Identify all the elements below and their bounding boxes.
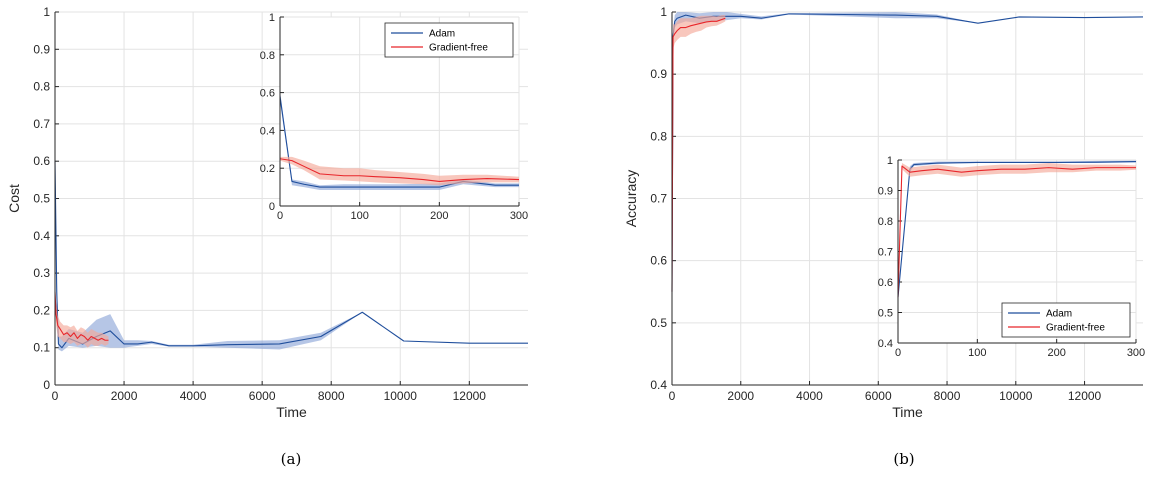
main-x-tick-label: 8000 — [318, 389, 345, 403]
y-axis-label: Accuracy — [623, 170, 639, 228]
legend-box — [1001, 302, 1131, 338]
series-gradient-freeline — [671, 17, 726, 292]
main-x-tick-label: 0 — [669, 389, 676, 403]
main-x-tick-label: 4000 — [796, 389, 823, 403]
inset-y-tick-label: 0 — [269, 201, 275, 213]
subfigure-caption: (b) — [893, 450, 914, 468]
main-y-tick-label: 0.6 — [33, 154, 50, 168]
inset-series-gradient-freeline — [897, 165, 1136, 298]
inset-x-tick-label: 200 — [1047, 347, 1065, 359]
x-axis-label: Time — [892, 404, 923, 420]
inset-y-tick-label: 1 — [269, 12, 275, 24]
legend-box — [384, 22, 514, 58]
inset-chart: 0 100 200 300 0 0.2 0.4 0.6 0.8 1 Adam Gradient-fre… — [260, 12, 528, 222]
inset-series-gradient-freeline — [279, 158, 520, 182]
inset-x-tick-label: 0 — [895, 347, 901, 359]
main-x-tick-label: 2000 — [111, 389, 138, 403]
main-x-tick-label: 12000 — [1068, 389, 1102, 403]
inset-y-tick-label: 0.6 — [260, 88, 275, 100]
x-axis-label: Time — [276, 404, 307, 420]
inset-x-tick-label: 0 — [277, 210, 283, 222]
inset-y-tick-label: 0.4 — [878, 338, 893, 350]
main-x-tick-label: 8000 — [934, 389, 961, 403]
inset-x-tick-label: 200 — [430, 210, 448, 222]
series-adamline — [671, 13, 1144, 292]
main-x-tick-label: 10000 — [999, 389, 1033, 403]
main-y-tick-label: 0.8 — [33, 80, 50, 94]
main-y-tick-label: 1 — [660, 5, 667, 19]
main-y-tick-label: 0.5 — [650, 316, 667, 330]
series-adamline — [54, 161, 528, 349]
series-adamband — [55, 142, 528, 352]
main-x-tick-label: 6000 — [249, 389, 276, 403]
main-y-tick-label: 0.6 — [650, 254, 667, 268]
main-y-tick-label: 0.9 — [650, 67, 667, 81]
series-gradient-freeline — [54, 291, 109, 341]
main-y-tick-label: 0.9 — [33, 42, 50, 56]
chart-a: 0 2000 4000 6000 8000 10000 1200000.10.20.30.4… — [6, 5, 528, 468]
main-y-tick-label: 0.1 — [33, 341, 50, 355]
legend-label-adam: Adam — [1046, 309, 1072, 320]
main-y-tick-label: 0.8 — [650, 129, 667, 143]
main-y-tick-label: 0.5 — [33, 192, 50, 206]
inset-y-tick-label: 0.6 — [878, 277, 893, 289]
main-x-tick-label: 10000 — [384, 389, 418, 403]
inset-series-gradient-freeband — [280, 156, 519, 186]
main-x-tick-label: 6000 — [865, 389, 892, 403]
inset-y-tick-label: 0.5 — [878, 308, 893, 320]
inset-y-tick-label: 0.7 — [878, 247, 893, 259]
inset-y-tick-label: 1 — [887, 155, 893, 167]
legend: Adam Gradient-free — [384, 22, 514, 58]
series-gradient-freeband — [55, 284, 109, 348]
main-y-tick-label: 0 — [43, 378, 50, 392]
subfigure-caption: (a) — [281, 450, 302, 468]
inset-y-tick-label: 0.2 — [260, 163, 275, 175]
main-y-tick-label: 0.3 — [33, 266, 50, 280]
main-x-tick-label: 2000 — [727, 389, 754, 403]
inset-chart: 0 100 200 300 0.4 0.5 0.6 0.7 0.8 0.9 1 Adam Gradien… — [878, 155, 1145, 359]
main-y-tick-label: 0.4 — [33, 229, 50, 243]
inset-x-tick-label: 300 — [1127, 347, 1145, 359]
legend-label-adam: Adam — [429, 29, 455, 40]
inset-y-tick-label: 0.9 — [878, 186, 893, 198]
main-y-tick-label: 0.2 — [33, 303, 50, 317]
inset-x-tick-label: 300 — [510, 210, 528, 222]
main-x-tick-label: 4000 — [180, 389, 207, 403]
inset-y-tick-label: 0.8 — [260, 50, 275, 62]
legend-label-gradient-free: Gradient-free — [429, 43, 488, 54]
y-axis-label: Cost — [6, 184, 22, 213]
inset-x-tick-label: 100 — [350, 210, 368, 222]
main-x-tick-label: 0 — [52, 389, 59, 403]
legend-label-gradient-free: Gradient-free — [1046, 323, 1105, 334]
main-y-tick-label: 1 — [43, 5, 50, 19]
chart-b: 0 2000 4000 6000 8000 10000 120000.40.50.60.70… — [623, 5, 1145, 468]
legend: Adam Gradient-free — [1001, 302, 1131, 338]
main-y-tick-label: 0.7 — [33, 117, 50, 131]
inset-x-tick-label: 100 — [968, 347, 986, 359]
inset-y-tick-label: 0.8 — [878, 216, 893, 228]
main-x-tick-label: 12000 — [453, 389, 487, 403]
inset-y-tick-label: 0.4 — [260, 125, 275, 137]
main-y-tick-label: 0.4 — [650, 378, 667, 392]
main-y-tick-label: 0.7 — [650, 192, 667, 206]
